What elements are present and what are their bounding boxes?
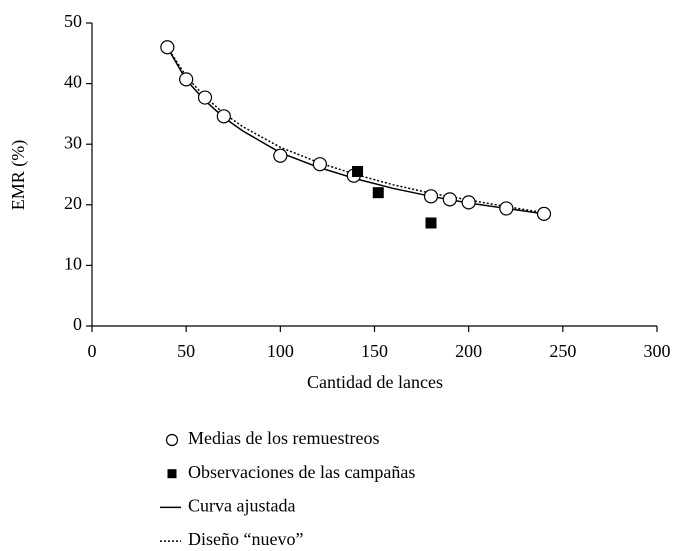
y-tick-label: 30 bbox=[64, 132, 82, 152]
x-axis-title: Cantidad de lances bbox=[307, 372, 443, 392]
point bbox=[197, 90, 213, 105]
x-tick-label: 100 bbox=[267, 341, 294, 361]
point bbox=[425, 217, 437, 229]
y-tick-label: 40 bbox=[64, 72, 82, 92]
point bbox=[273, 148, 288, 163]
legend-label: Observaciones de las campañas bbox=[188, 462, 415, 482]
point bbox=[352, 165, 364, 177]
curve bbox=[166, 46, 545, 214]
curve bbox=[166, 46, 545, 215]
point bbox=[160, 40, 175, 55]
point bbox=[461, 195, 476, 210]
legend-marker bbox=[165, 433, 179, 447]
point bbox=[536, 206, 552, 221]
legend-label: Diseño “nuevo” bbox=[188, 529, 303, 549]
x-tick-label: 300 bbox=[644, 341, 671, 361]
point bbox=[372, 187, 384, 199]
legend-label: Medias de los remuestreos bbox=[188, 428, 379, 448]
x-tick-label: 0 bbox=[88, 341, 97, 361]
point bbox=[499, 201, 514, 216]
point bbox=[179, 72, 194, 87]
x-tick-label: 50 bbox=[177, 341, 195, 361]
point bbox=[216, 109, 231, 124]
legend-marker bbox=[167, 469, 177, 479]
y-tick-label: 0 bbox=[73, 314, 82, 334]
y-tick-label: 10 bbox=[64, 254, 82, 274]
x-tick-label: 250 bbox=[549, 341, 576, 361]
point bbox=[423, 189, 439, 204]
legend-label: Curva ajustada bbox=[188, 496, 295, 516]
y-tick-label: 50 bbox=[64, 11, 82, 31]
x-tick-label: 150 bbox=[361, 341, 388, 361]
point bbox=[442, 192, 457, 207]
point bbox=[312, 157, 327, 172]
x-tick-label: 200 bbox=[455, 341, 482, 361]
y-tick-label: 20 bbox=[64, 193, 82, 213]
y-axis-title: EMR (%) bbox=[8, 140, 29, 211]
